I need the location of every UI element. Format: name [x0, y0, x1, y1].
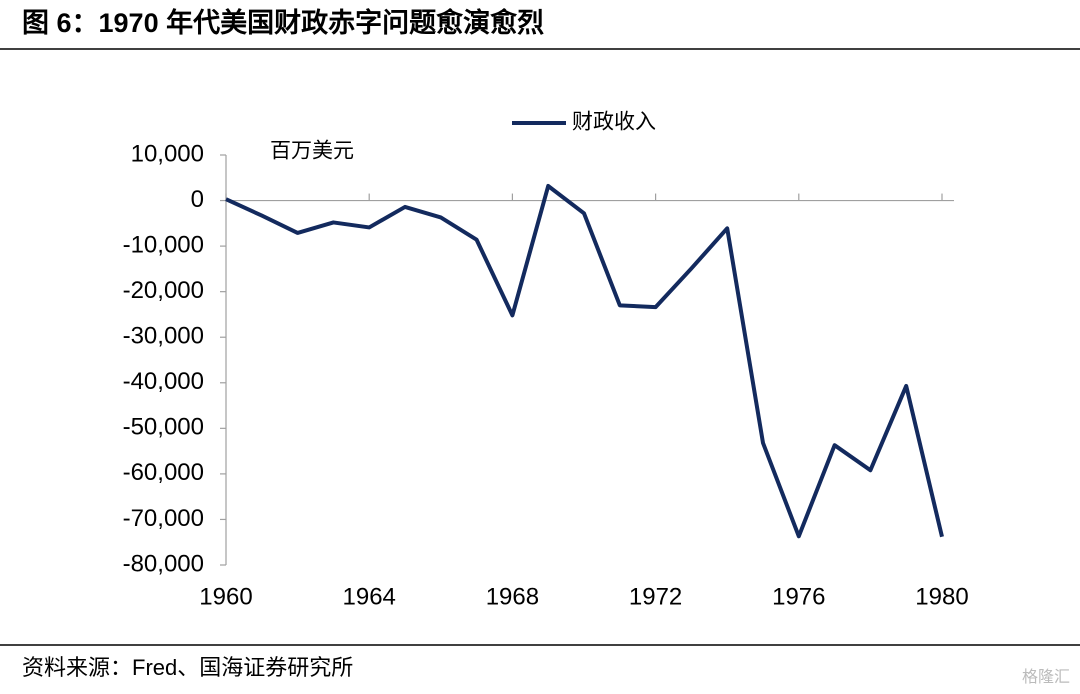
y-tick-label: -20,000: [123, 277, 204, 304]
y-tick-label: -50,000: [123, 414, 204, 441]
y-tick-label: -30,000: [123, 323, 204, 350]
watermark: 格隆汇: [1022, 668, 1070, 686]
y-tick-label: 10,000: [131, 140, 204, 167]
x-tick-label: 1980: [915, 583, 968, 610]
chart-title: 图 6：1970 年代美国财政赤字问题愈演愈烈: [22, 7, 544, 38]
legend-label: 财政收入: [572, 111, 656, 134]
x-tick-label: 1968: [486, 583, 539, 610]
data-line: [225, 183, 944, 539]
x-tick-label: 1976: [772, 583, 825, 610]
x-tick-label: 1960: [199, 583, 252, 610]
y-tick-label: -80,000: [123, 550, 204, 577]
y-unit-label: 百万美元: [270, 140, 354, 163]
y-tick-label: -70,000: [123, 505, 204, 532]
y-tick-label: -40,000: [123, 368, 204, 395]
y-tick-label: 0: [191, 186, 204, 213]
y-tick-label: -60,000: [123, 459, 204, 486]
x-tick-label: 1972: [629, 583, 682, 610]
y-tick-label: -10,000: [123, 231, 204, 258]
x-tick-label: 1964: [343, 583, 396, 610]
source-note: 资料来源：Fred、国海证券研究所: [22, 655, 353, 680]
